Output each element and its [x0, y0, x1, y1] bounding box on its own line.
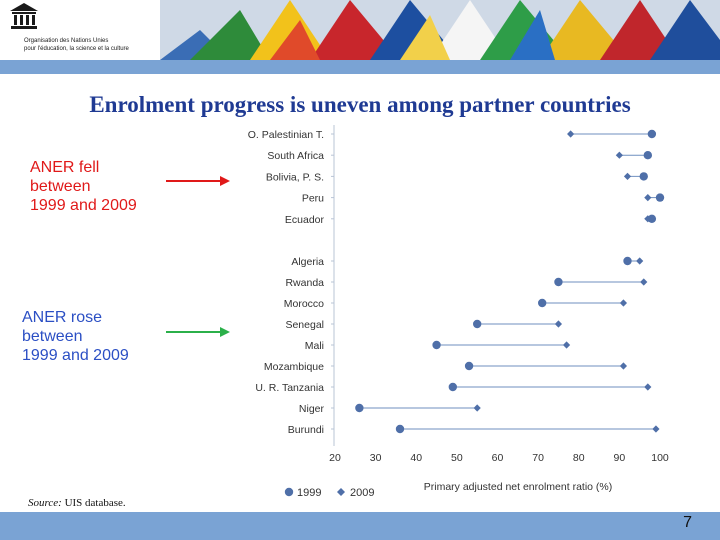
y-tick-label: U. R. Tanzania — [255, 382, 324, 394]
legend-label-1999: 1999 — [297, 487, 321, 499]
x-tick-label: 70 — [532, 452, 544, 464]
arrow-rose-head — [220, 327, 230, 337]
x-tick-label: 60 — [492, 452, 504, 464]
callout-aner-fell: ANER fell between 1999 and 2009 — [30, 159, 137, 214]
point-2009 — [644, 215, 652, 223]
y-tick-label: Bolivia, P. S. — [266, 171, 324, 183]
point-1999 — [647, 214, 657, 223]
point-2009 — [615, 151, 623, 159]
point-1999 — [395, 424, 405, 434]
y-tick-label: Ecuador — [285, 214, 325, 226]
point-1999 — [554, 277, 563, 287]
y-tick-label: O. Palestinian T. — [248, 129, 324, 141]
point-2009 — [567, 130, 575, 138]
unesco-logo: Organisation des Nations Unies pour l'éd… — [0, 0, 160, 60]
top-band — [0, 60, 720, 74]
bottom-band — [0, 512, 720, 540]
legend-marker-2009 — [337, 488, 345, 496]
point-2009 — [562, 341, 571, 349]
point-2009 — [619, 299, 628, 307]
org-name-line1: Organisation des Nations Unies — [24, 38, 109, 44]
page-number: 7 — [683, 514, 692, 531]
y-tick-label: South Africa — [267, 150, 324, 162]
point-1999 — [448, 382, 458, 392]
point-2009 — [640, 278, 648, 286]
x-tick-label: 80 — [573, 452, 585, 464]
x-axis-label: Primary adjusted net enrolment ratio (%) — [424, 481, 613, 493]
y-tick-label: Senegal — [285, 319, 324, 331]
point-1999 — [537, 298, 547, 308]
x-tick-label: 90 — [614, 452, 626, 464]
point-1999 — [432, 340, 441, 350]
x-tick-label: 50 — [451, 452, 463, 464]
x-tick-label: 20 — [329, 452, 341, 464]
point-1999 — [623, 256, 632, 266]
point-2009 — [644, 383, 652, 391]
x-tick-label: 40 — [410, 452, 422, 464]
source-text: UIS database. — [61, 497, 126, 509]
org-name-line2: pour l'éducation, la science et la cultu… — [24, 46, 129, 52]
point-2009 — [652, 425, 660, 433]
callout-aner-rose: ANER rose between 1999 and 2009 — [22, 309, 129, 364]
slide-title: Enrolment progress is uneven among partn… — [89, 92, 631, 117]
point-2009 — [644, 194, 652, 202]
point-1999 — [655, 193, 665, 202]
y-tick-label: Peru — [302, 193, 324, 205]
arrow-fell-head — [220, 176, 230, 186]
header: Organisation des Nations Unies pour l'éd… — [0, 0, 720, 60]
y-tick-label: Burundi — [288, 424, 324, 436]
x-tick-label: 30 — [370, 452, 382, 464]
unesco-temple-icon — [10, 3, 38, 29]
point-2009 — [619, 362, 628, 370]
legend-marker-1999 — [284, 487, 294, 497]
legend-label-2009: 2009 — [350, 487, 374, 499]
point-2009 — [554, 320, 563, 328]
point-2009 — [473, 404, 481, 412]
source-note: Source: UIS database. — [28, 497, 126, 509]
point-1999 — [647, 129, 657, 139]
point-2009 — [636, 257, 644, 265]
point-1999 — [639, 172, 648, 181]
source-label: Source: — [28, 497, 62, 509]
y-tick-label: Algeria — [291, 256, 324, 268]
y-tick-label: Niger — [299, 403, 325, 415]
point-2009 — [623, 172, 632, 180]
point-1999 — [472, 319, 482, 329]
y-tick-label: Mozambique — [264, 361, 324, 373]
point-1999 — [464, 361, 474, 371]
y-tick-label: Rwanda — [285, 277, 324, 289]
y-tick-label: Morocco — [284, 298, 324, 310]
point-1999 — [355, 403, 364, 413]
point-1999 — [643, 151, 653, 160]
x-tick-label: 100 — [651, 452, 669, 464]
y-tick-label: Mali — [305, 340, 324, 352]
flags-banner — [160, 0, 720, 60]
